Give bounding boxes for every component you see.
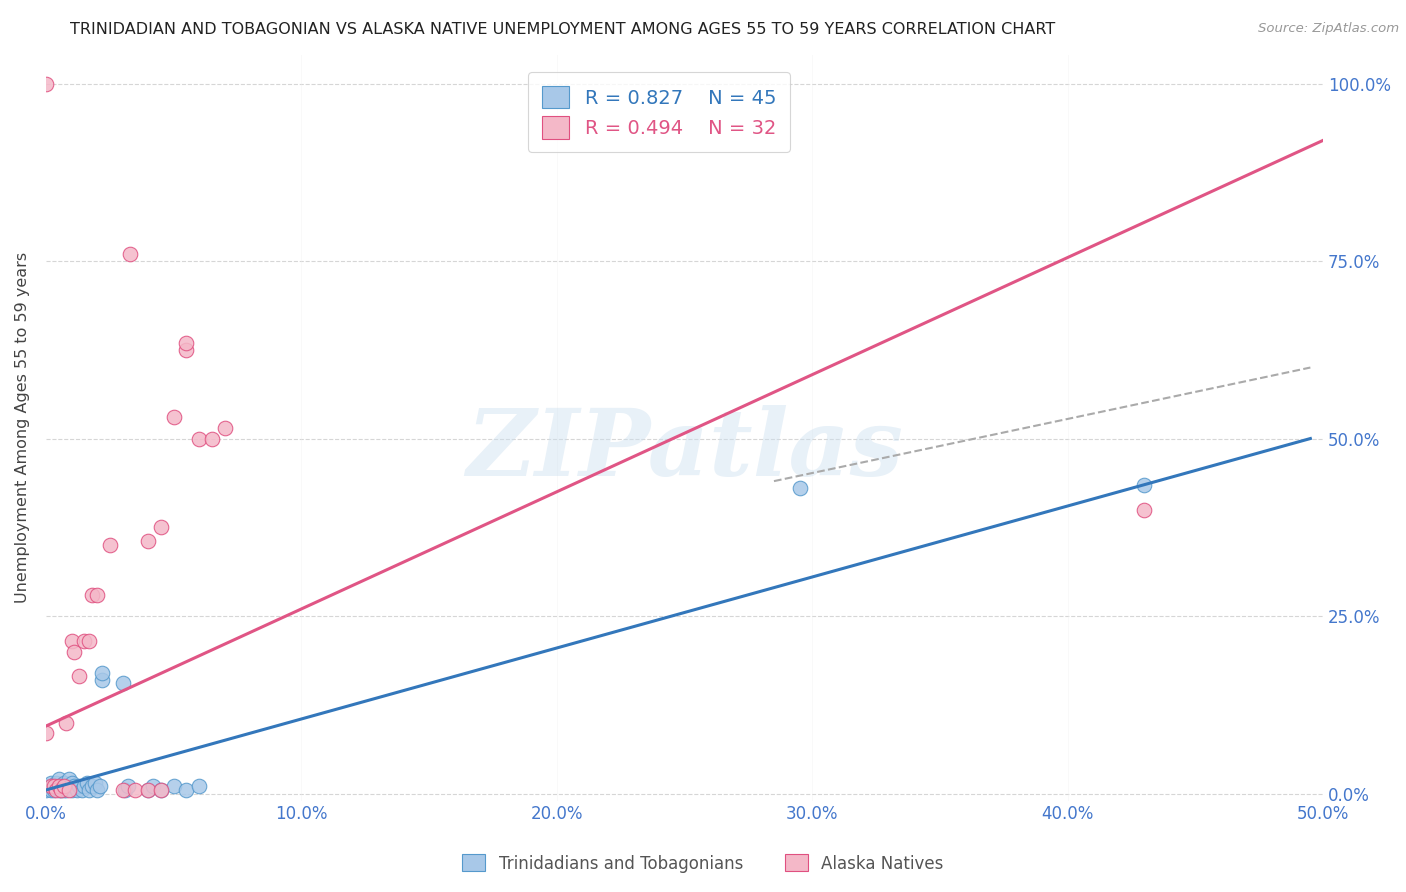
Point	[42, 783, 65, 797]
Point	[58, 783, 80, 797]
Point	[58, 772, 80, 787]
Point	[55, 783, 77, 797]
Point	[39, 783, 62, 797]
Point	[45, 780, 67, 794]
Point	[45, 776, 67, 790]
Text: Source: ZipAtlas.com: Source: ZipAtlas.com	[1258, 22, 1399, 36]
Point	[48, 780, 70, 794]
Point	[67, 669, 90, 683]
Point	[111, 783, 134, 797]
Point	[80, 780, 103, 794]
Point	[136, 534, 159, 549]
Point	[120, 247, 142, 261]
Point	[176, 335, 198, 350]
Point	[55, 715, 77, 730]
Point	[63, 780, 86, 794]
Point	[163, 780, 186, 794]
Legend: R = 0.827    N = 45, R = 0.494    N = 32: R = 0.827 N = 45, R = 0.494 N = 32	[529, 72, 790, 153]
Point	[86, 783, 108, 797]
Point	[45, 783, 67, 797]
Point	[48, 780, 70, 794]
Point	[58, 780, 80, 794]
Point	[188, 780, 211, 794]
Point	[52, 780, 75, 794]
Point	[142, 780, 165, 794]
Point	[1133, 502, 1156, 516]
Point	[188, 432, 211, 446]
Legend: Trinidadians and Tobagonians, Alaska Natives: Trinidadians and Tobagonians, Alaska Nat…	[456, 847, 950, 880]
Point	[136, 783, 159, 797]
Point	[98, 538, 121, 552]
Point	[42, 780, 65, 795]
Point	[38, 780, 60, 794]
Point	[65, 783, 87, 797]
Point	[91, 673, 114, 687]
Text: ZIPatlas: ZIPatlas	[465, 405, 903, 495]
Point	[1133, 477, 1156, 491]
Point	[91, 665, 114, 680]
Point	[149, 783, 172, 797]
Point	[73, 780, 96, 794]
Point	[117, 780, 139, 794]
Point	[86, 588, 108, 602]
Point	[149, 783, 172, 797]
Point	[214, 421, 236, 435]
Point	[51, 783, 73, 797]
Text: TRINIDADIAN AND TOBAGONIAN VS ALASKA NATIVE UNEMPLOYMENT AMONG AGES 55 TO 59 YEA: TRINIDADIAN AND TOBAGONIAN VS ALASKA NAT…	[70, 22, 1054, 37]
Point	[83, 776, 105, 790]
Y-axis label: Unemployment Among Ages 55 to 59 years: Unemployment Among Ages 55 to 59 years	[15, 252, 30, 604]
Point	[79, 633, 101, 648]
Point	[149, 520, 172, 534]
Point	[52, 776, 75, 790]
Point	[42, 780, 65, 794]
Point	[176, 343, 198, 357]
Point	[111, 676, 134, 690]
Point	[60, 783, 83, 797]
Point	[163, 410, 186, 425]
Point	[124, 783, 146, 797]
Point	[176, 783, 198, 797]
Point	[76, 776, 98, 790]
Point	[39, 776, 62, 790]
Point	[60, 633, 83, 648]
Point	[48, 772, 70, 787]
Point	[114, 783, 136, 797]
Point	[67, 780, 90, 794]
Point	[789, 481, 811, 495]
Point	[79, 783, 101, 797]
Point	[70, 783, 93, 797]
Point	[51, 783, 73, 797]
Point	[63, 644, 86, 658]
Point	[35, 77, 58, 91]
Point	[80, 588, 103, 602]
Point	[136, 783, 159, 797]
Point	[89, 780, 111, 794]
Point	[55, 780, 77, 794]
Point	[201, 432, 224, 446]
Point	[35, 783, 58, 797]
Point	[73, 633, 96, 648]
Point	[39, 780, 62, 794]
Point	[35, 726, 58, 740]
Point	[48, 783, 70, 797]
Point	[52, 783, 75, 797]
Point	[51, 780, 73, 794]
Point	[60, 776, 83, 790]
